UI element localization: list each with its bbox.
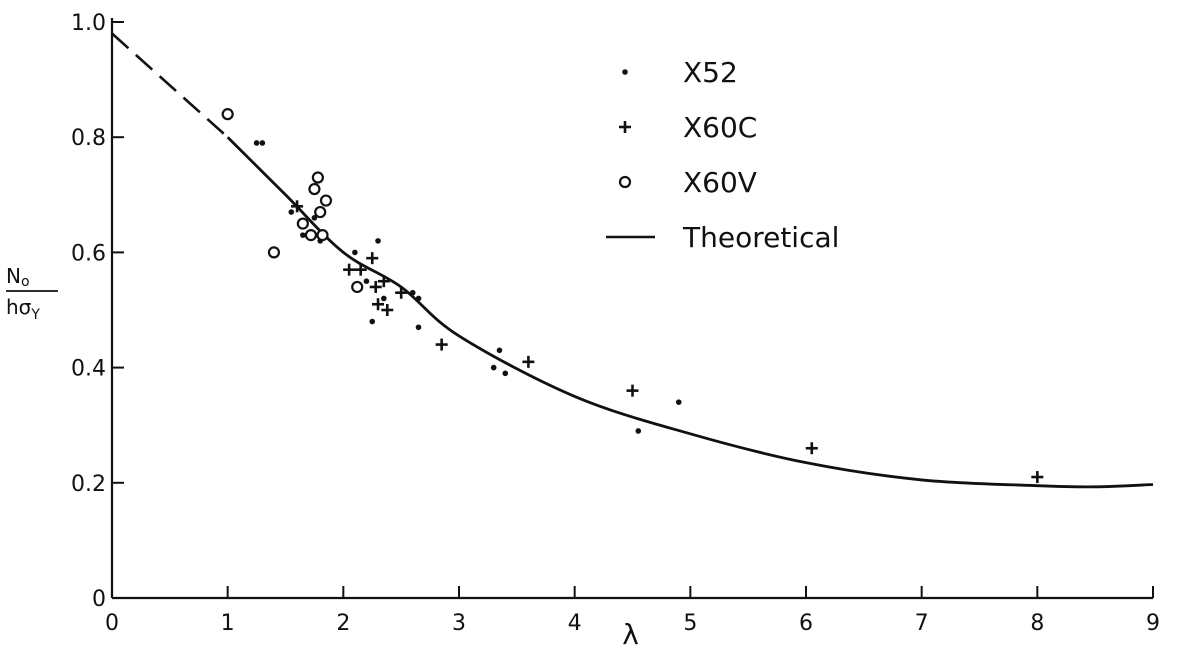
point-x52 xyxy=(415,295,422,302)
point-x52 xyxy=(502,370,509,377)
y-label-numerator: No xyxy=(6,264,30,290)
point-x60v xyxy=(304,229,318,242)
point-x60c xyxy=(343,263,356,276)
point-x60c xyxy=(395,286,408,299)
x-tick-label: 5 xyxy=(683,611,697,636)
point-x52 xyxy=(635,428,642,434)
y-tick-label: 1.0 xyxy=(71,11,106,36)
point-x60c xyxy=(381,304,394,316)
point-x52 xyxy=(675,399,682,405)
point-x60v xyxy=(319,194,333,207)
y-tick-label: 0.6 xyxy=(71,241,106,266)
legend-marker-x52 xyxy=(622,69,628,75)
point-x60v xyxy=(221,108,234,121)
point-x52 xyxy=(352,249,358,256)
x-tick-label: 6 xyxy=(799,611,813,636)
series-x60c xyxy=(291,200,1044,484)
x-tick-label: 1 xyxy=(221,611,235,636)
point-x52 xyxy=(381,295,387,302)
y-label-denominator: hσY xyxy=(6,295,40,323)
point-x52 xyxy=(259,140,266,146)
y-tick-label: 0 xyxy=(92,587,106,612)
point-x52 xyxy=(253,140,260,146)
point-x60v xyxy=(351,280,364,294)
theoretical-curve xyxy=(226,136,1154,489)
point-x52 xyxy=(409,289,416,296)
x-axis-label: λ xyxy=(622,618,639,650)
y-tick-label: 0.2 xyxy=(71,472,106,497)
x-tick-label: 3 xyxy=(452,611,466,636)
legend-label-x60c: X60C xyxy=(683,111,757,144)
point-x52 xyxy=(490,364,497,371)
legend-label-x60v: X60V xyxy=(683,166,757,199)
point-x60v xyxy=(314,205,327,219)
x-tick-label: 2 xyxy=(336,611,350,636)
legend-marker-x60v xyxy=(618,175,632,189)
point-x52 xyxy=(375,238,381,244)
point-x60v xyxy=(267,246,281,259)
point-x60c xyxy=(354,263,367,276)
theoretical-dashed-segment xyxy=(111,32,229,139)
point-x52 xyxy=(496,347,503,354)
legend: X52 X60C X60V Theoretical xyxy=(606,56,839,254)
x-tick-label: 7 xyxy=(915,611,929,636)
point-x52 xyxy=(300,232,306,238)
x-tick-label: 9 xyxy=(1146,611,1160,636)
point-x52 xyxy=(363,278,370,285)
legend-label-theoretical: Theoretical xyxy=(682,221,839,254)
y-tick-label: 0.4 xyxy=(71,357,106,382)
point-x52 xyxy=(311,215,318,221)
point-x60c xyxy=(522,355,535,368)
point-x60c xyxy=(626,384,639,397)
legend-marker-x60c xyxy=(619,121,631,133)
point-x60c xyxy=(291,200,304,213)
point-x60c xyxy=(805,442,818,455)
data-points xyxy=(221,108,1044,484)
point-x60c xyxy=(372,298,385,311)
point-x52 xyxy=(415,324,422,331)
point-x60c xyxy=(366,252,379,265)
point-x60v xyxy=(311,171,324,184)
point-x52 xyxy=(369,318,376,325)
point-x60c xyxy=(369,280,382,293)
point-x60v xyxy=(308,182,321,196)
axes: 0 1 2 3 4 5 6 7 8 9 0 0.2 0.4 0.6 0.8 1.0 λ No hσY xyxy=(6,11,1160,650)
x-tick-label: 8 xyxy=(1030,611,1044,636)
y-axis-label: No hσY xyxy=(6,264,58,323)
x-tick-label: 4 xyxy=(568,611,582,636)
point-x60c xyxy=(377,275,390,288)
point-x52 xyxy=(288,209,295,215)
point-x60v xyxy=(296,217,309,230)
legend-label-x52: X52 xyxy=(683,56,738,89)
point-x60v xyxy=(316,229,329,242)
y-tick-label: 0.8 xyxy=(71,126,106,151)
point-x60c xyxy=(435,338,448,351)
point-x60c xyxy=(1031,471,1044,484)
series-x60v xyxy=(221,108,364,294)
x-tick-label: 0 xyxy=(105,611,119,636)
theoretical-curve-group xyxy=(111,32,1154,489)
